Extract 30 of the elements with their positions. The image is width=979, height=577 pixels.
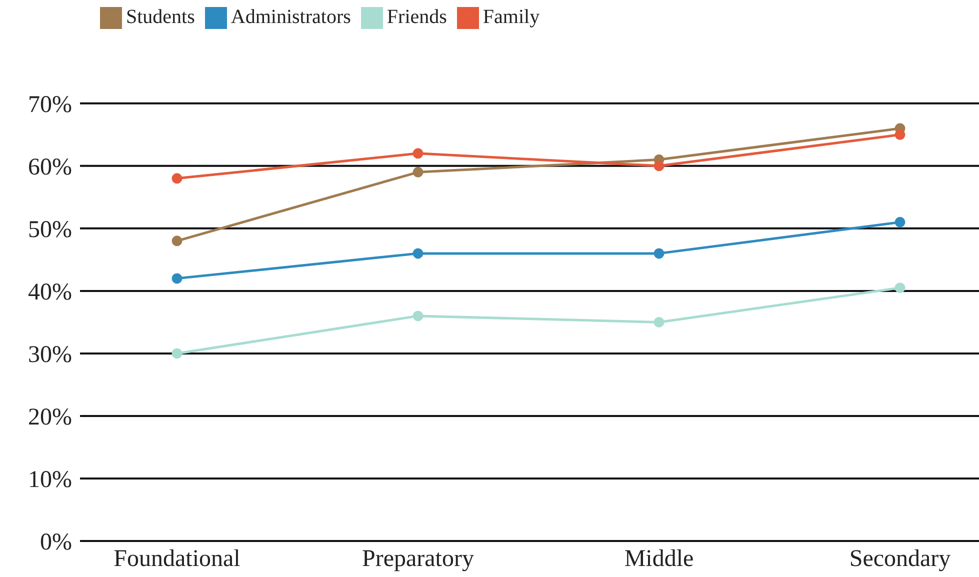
point <box>172 173 182 184</box>
x-tick-label: Middle <box>624 546 694 572</box>
y-tick-label: 50% <box>28 216 72 243</box>
point <box>654 316 664 328</box>
y-tick-label: 20% <box>28 404 72 430</box>
legend-label: Students <box>126 6 195 28</box>
point <box>412 148 424 159</box>
point <box>412 310 424 322</box>
y-tick-label: 10% <box>28 467 72 494</box>
y-tick-label: 30% <box>28 342 72 368</box>
point <box>412 166 424 178</box>
point <box>412 248 424 259</box>
legend-label: Family <box>482 6 540 28</box>
y-tick-label: 60% <box>28 154 72 180</box>
point <box>654 248 664 259</box>
point <box>172 348 182 359</box>
point <box>894 216 906 228</box>
x-tick-label: Preparatory <box>362 546 474 572</box>
legend-label: Administrators <box>230 6 351 28</box>
point <box>894 282 906 294</box>
x-tick-label: Secondary <box>849 546 951 572</box>
y-tick-label: 70% <box>28 92 72 118</box>
y-tick-label: 0% <box>40 530 72 556</box>
point <box>172 236 182 246</box>
y-tick-label: 40% <box>28 279 72 306</box>
legend-label: Friends <box>386 6 447 28</box>
point <box>172 273 182 284</box>
point <box>654 160 664 172</box>
x-tick-label: Foundational <box>114 546 241 572</box>
point <box>894 129 906 140</box>
